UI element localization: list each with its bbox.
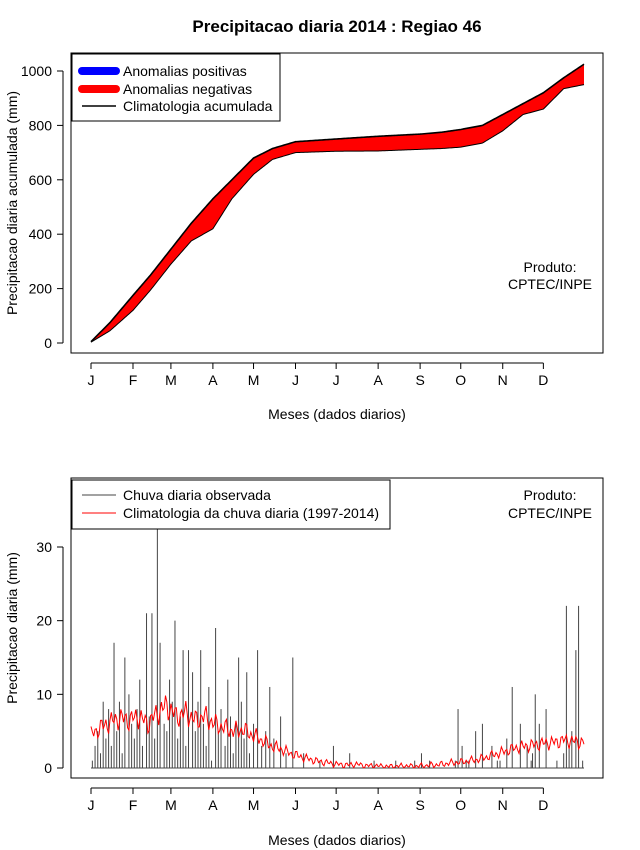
chart-title: Precipitacao diaria 2014 : Regiao 46	[192, 17, 481, 36]
x-tick-label: M	[248, 797, 260, 813]
y-tick-label: 1000	[21, 63, 52, 79]
x-tick-label: J	[292, 372, 299, 388]
anomaly-fill-group	[91, 64, 584, 343]
x-tick-label: F	[129, 372, 138, 388]
x-tick-label: J	[88, 372, 95, 388]
y-axis: 0 10 20 30	[36, 539, 64, 776]
y-tick-label: 0	[44, 760, 52, 776]
legend-label-positive: Anomalias positivas	[123, 63, 247, 79]
legend-box	[71, 479, 391, 530]
legend-label-negative: Anomalias negativas	[123, 81, 252, 97]
x-tick-label: S	[415, 797, 424, 813]
y-axis-label: Precipitacao diaria (mm)	[4, 552, 20, 704]
plot-frame	[70, 52, 604, 354]
y-tick-label: 600	[29, 172, 53, 188]
x-tick-label: A	[208, 797, 218, 813]
x-tick-label: M	[165, 372, 177, 388]
x-tick-label: M	[248, 372, 260, 388]
legend-label-climatology: Climatologia acumulada	[123, 98, 273, 114]
daily-chart: 0 10 20 30 J F M A M J J A S O N D Precipitacao diaria…	[4, 477, 604, 848]
y-tick-label: 30	[36, 539, 52, 555]
y-tick-label: 10	[36, 686, 52, 702]
y-tick-label: 200	[29, 281, 53, 297]
x-tick-label: A	[208, 372, 218, 388]
product-source: CPTEC/INPE	[508, 505, 592, 521]
x-tick-label: A	[373, 797, 383, 813]
x-tick-label: S	[415, 372, 424, 388]
x-tick-label: N	[498, 372, 508, 388]
x-tick-label: O	[455, 372, 466, 388]
plot-frame	[70, 477, 604, 779]
x-axis-label: Meses (dados diarios)	[268, 832, 406, 848]
y-tick-label: 800	[29, 117, 53, 133]
x-tick-label: J	[333, 797, 340, 813]
legend-label-climatology: Climatologia da chuva diaria (1997-2014)	[123, 505, 379, 521]
y-axis-label: Precipitacao diaria acumulada (mm)	[4, 91, 20, 315]
x-tick-label: M	[165, 797, 177, 813]
legend: Chuva diaria observada Climatologia da c…	[71, 479, 391, 530]
negative-anomaly-area	[91, 64, 584, 343]
observed-daily-bars	[91, 524, 584, 769]
product-source: CPTEC/INPE	[508, 276, 592, 292]
y-tick-label: 20	[36, 613, 52, 629]
x-tick-label: O	[455, 797, 466, 813]
x-tick-label: J	[292, 797, 299, 813]
accumulated-chart: 0 200 400 600 800 1000 J F M A M J J A S O N D Precipita…	[4, 52, 604, 422]
x-tick-label: D	[538, 797, 548, 813]
climatology-accumulated-line	[90, 63, 585, 343]
legend: Anomalias positivas Anomalias negativas …	[71, 53, 281, 122]
y-tick-label: 0	[44, 335, 52, 351]
y-tick-label: 400	[29, 226, 53, 242]
product-label: Produto:	[524, 487, 577, 503]
climatology-daily-line	[90, 695, 585, 769]
y-axis: 0 200 400 600 800 1000	[21, 63, 64, 351]
product-label: Produto:	[524, 259, 577, 275]
x-tick-label: A	[373, 372, 383, 388]
x-tick-label: N	[498, 797, 508, 813]
x-tick-label: J	[88, 797, 95, 813]
x-tick-label: J	[333, 372, 340, 388]
x-tick-label: D	[538, 372, 548, 388]
x-axis-label: Meses (dados diarios)	[268, 406, 406, 422]
x-tick-label: F	[129, 797, 138, 813]
observed-accumulated-line	[90, 84, 585, 343]
legend-label-observed: Chuva diaria observada	[123, 487, 271, 503]
